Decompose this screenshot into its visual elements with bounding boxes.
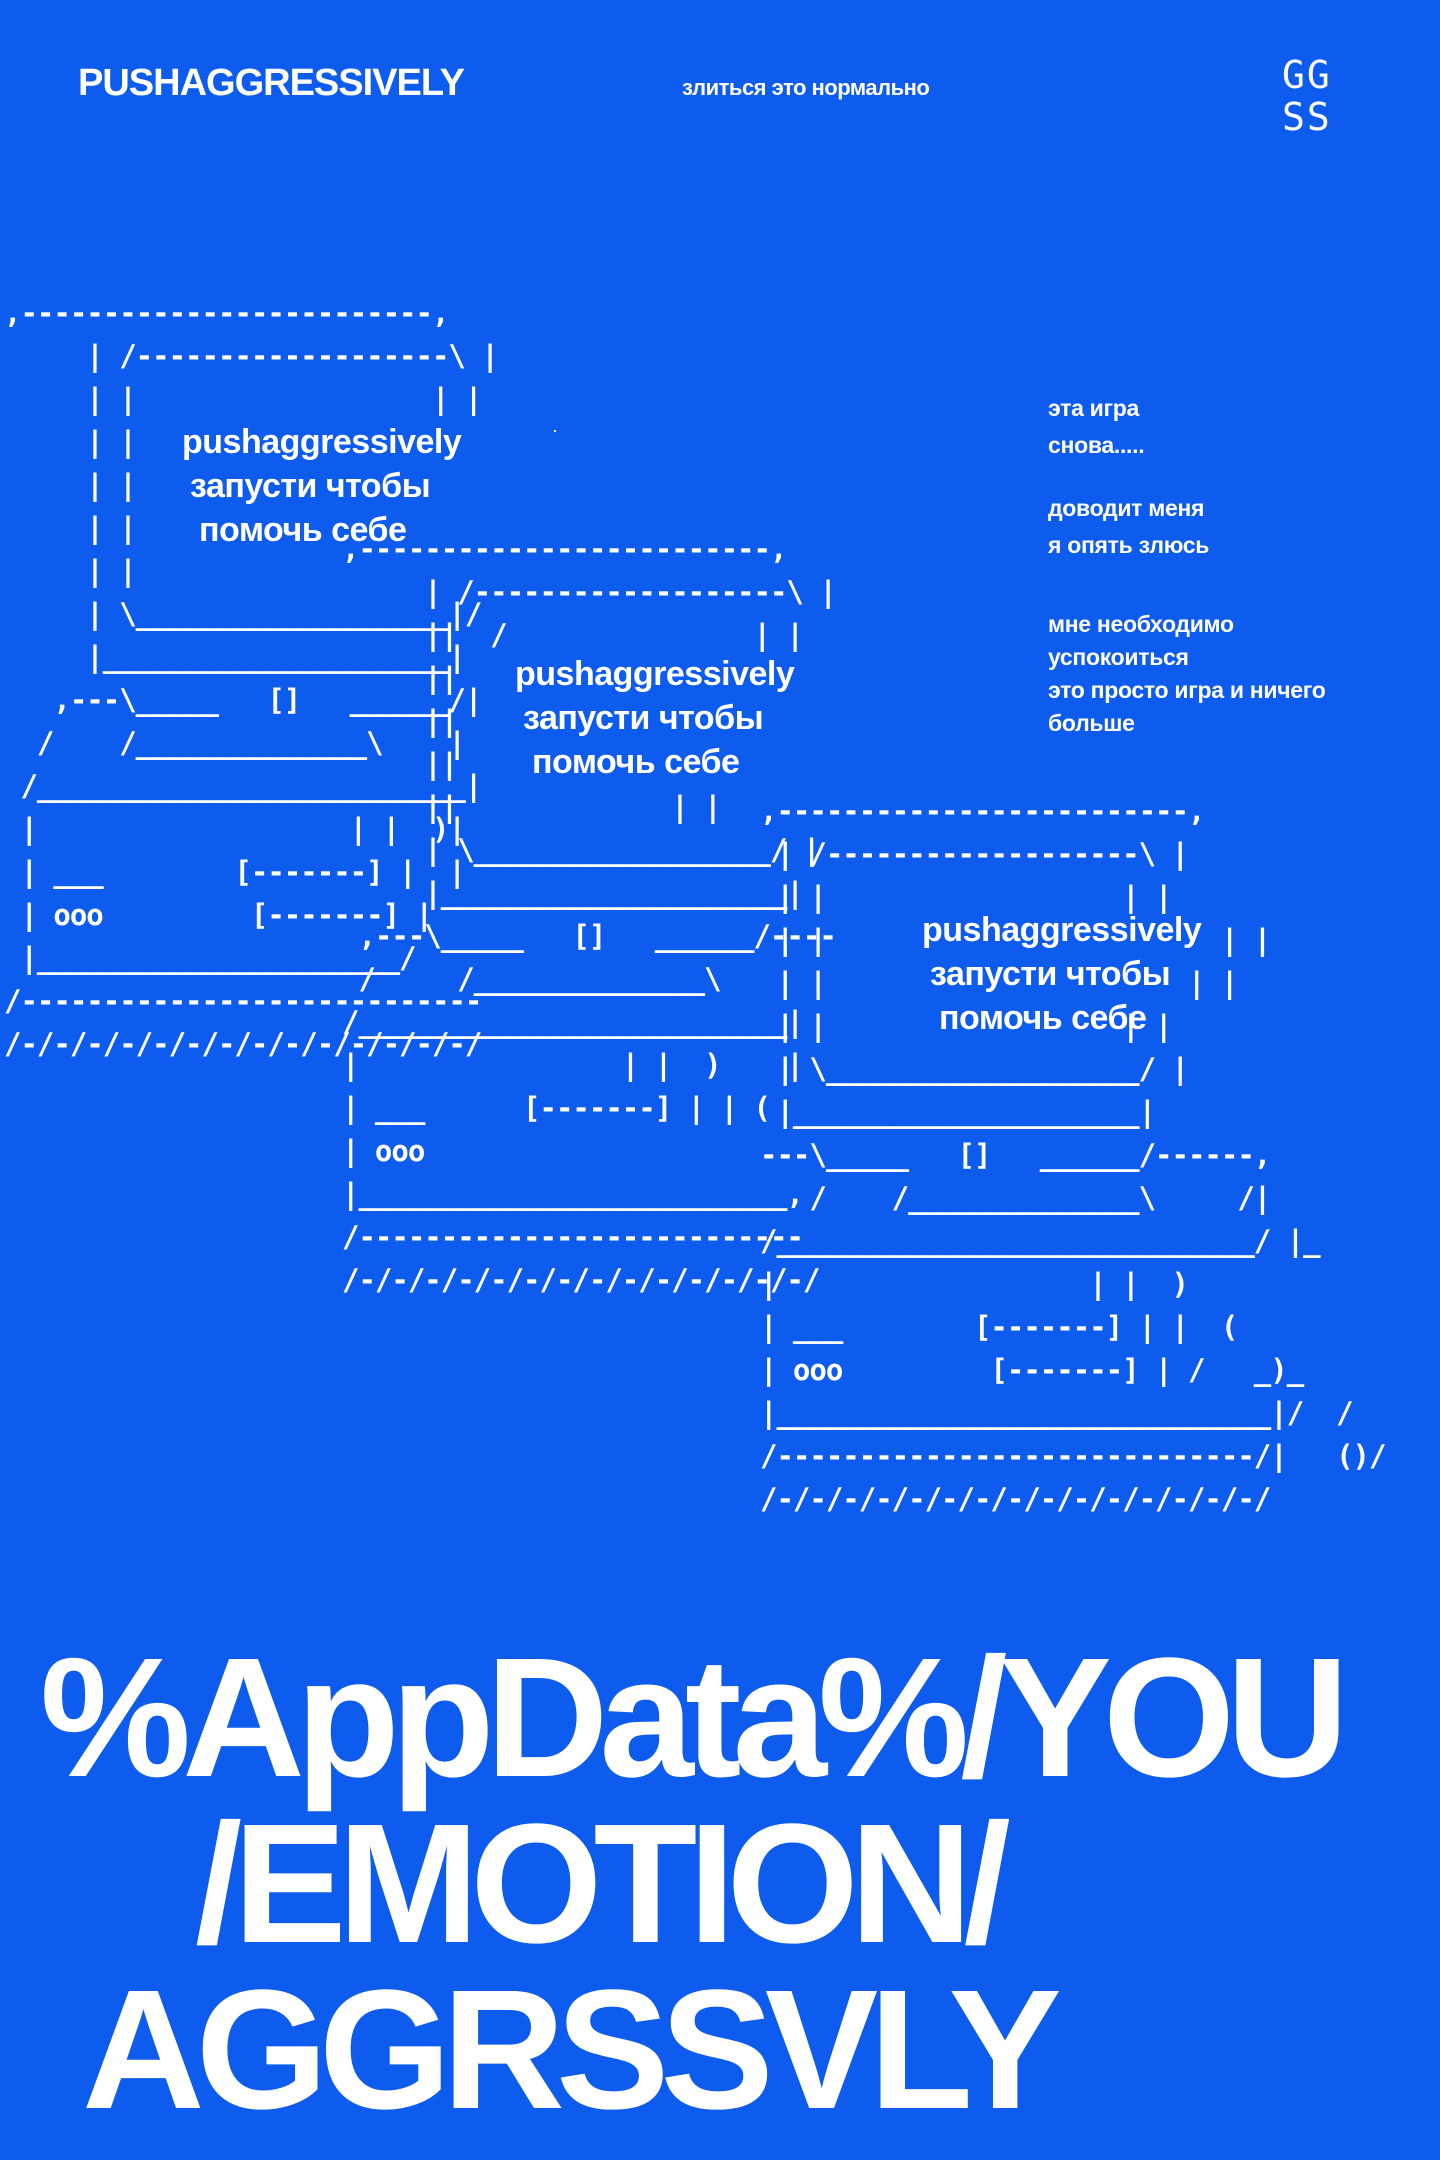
brand-title: PUSHAGGRESSIVELY: [78, 62, 465, 104]
headline: %AppData%/YOU /EMOTION/ AGGRSSVLY: [40, 1623, 1349, 2145]
screen-3-title: pushaggressively: [922, 911, 1202, 949]
screen-1-line3: помочь себе: [199, 511, 407, 549]
headline-line-2: /EMOTION/: [195, 1789, 1011, 1979]
screen-2-title: pushaggressively: [515, 655, 795, 693]
screen-text-2: pushaggressively запусти чтобы помочь се…: [515, 652, 795, 784]
tagline: злиться это нормально: [682, 75, 930, 100]
ascii-computer-1: ,-------------------------, | /---------…: [4, 296, 499, 1061]
ascii-computer-2: ,-------------------------, | /---------…: [342, 532, 837, 1297]
note-line: эта игра: [1048, 395, 1140, 421]
decorative-dot: [554, 430, 556, 432]
screen-text-3: pushaggressively запусти чтобы помочь се…: [922, 908, 1202, 1040]
screen-1-title: pushaggressively: [182, 423, 462, 461]
screen-2-line2: запусти чтобы: [523, 699, 764, 737]
note-line: мне необходимо: [1048, 611, 1234, 637]
note-line: я опять злюсь: [1048, 532, 1210, 558]
screen-3-line2: запусти чтобы: [930, 955, 1171, 993]
ggss-logo: GG SS: [1282, 53, 1332, 139]
note-line: больше: [1048, 710, 1135, 736]
headline-line-3: AGGRSSVLY: [82, 1955, 1062, 2145]
screen-2-line3: помочь себе: [532, 743, 740, 781]
screen-1-line2: запусти чтобы: [190, 467, 431, 505]
note-line: успокоиться: [1048, 644, 1189, 670]
headline-line-1: %AppData%/YOU: [40, 1623, 1349, 1813]
note-line: снова.....: [1048, 432, 1145, 458]
side-notes: эта игра снова..... доводит меня я опять…: [1048, 390, 1388, 740]
screen-text-1: pushaggressively запусти чтобы помочь се…: [182, 420, 462, 552]
screen-3-line3: помочь себе: [939, 999, 1147, 1037]
ascii-computer-3: ,-------------------------, | /---------…: [760, 794, 1386, 1516]
note-line: доводит меня: [1048, 495, 1205, 521]
note-line: это просто игра и ничего: [1048, 677, 1326, 703]
